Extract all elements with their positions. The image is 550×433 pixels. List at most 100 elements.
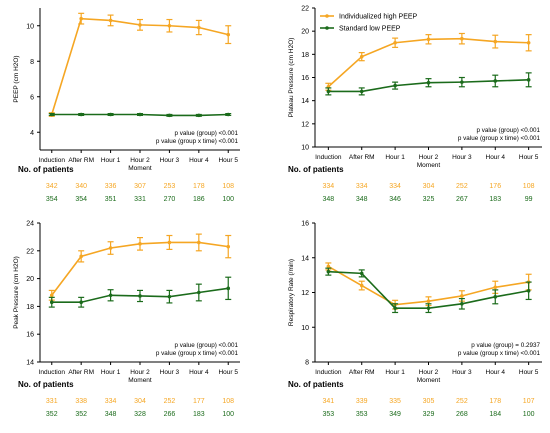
data-point: [108, 112, 113, 117]
y-tick-label: 10: [301, 325, 309, 332]
patients-count-high: 334: [105, 398, 117, 405]
x-tick-label: After RM: [349, 369, 375, 376]
x-tick-label-line: After RM: [349, 369, 375, 376]
patients-count-high: 252: [164, 398, 176, 405]
data-point: [197, 240, 201, 245]
x-tick-label-line: Hour 5: [519, 369, 539, 376]
p-value-annotation: p value (group x time) <0.001: [458, 350, 541, 357]
x-tick-label-line: Hour 5: [218, 369, 238, 376]
y-tick-label: 14: [301, 255, 309, 262]
x-tick-label-line: Moment: [128, 377, 152, 384]
patients-count-low: 270: [164, 196, 176, 203]
legend-label-high: Individualized high PEEP: [339, 14, 418, 21]
x-tick-label-line: Hour 1: [101, 369, 121, 376]
chart-panel-4: 8 10 12 14 16 Respiratory Rate (/min) Inductio…: [288, 221, 542, 418]
x-tick-label: Hour 5: [218, 157, 238, 164]
x-tick-label-line: Hour 1: [101, 157, 121, 164]
patients-count-low: 100: [222, 196, 234, 203]
y-tick-label: 22: [301, 6, 309, 13]
data-point: [226, 32, 231, 37]
x-tick-label: Hour 1: [101, 157, 121, 164]
data-point: [167, 240, 172, 245]
series-line-high: [50, 17, 229, 115]
data-point: [108, 246, 113, 250]
x-tick-label-line: After RM: [349, 154, 375, 161]
data-point: [138, 23, 142, 27]
y-tick-label: 22: [26, 248, 34, 255]
x-tick-label: Hour 2 Moment: [128, 157, 152, 172]
patients-count-low: 184: [489, 411, 501, 418]
data-point: [197, 290, 201, 295]
x-tick-label: After RM: [349, 154, 375, 161]
patients-count-high: 334: [356, 183, 368, 190]
patients-title: No. of patients: [18, 165, 74, 174]
x-tick-label-line: Hour 4: [189, 369, 209, 376]
x-tick-label: Hour 1: [385, 154, 405, 161]
x-tick-label: Induction: [39, 157, 66, 164]
patients-count-low: 352: [75, 411, 87, 418]
data-point: [426, 306, 431, 310]
data-point: [108, 293, 113, 298]
y-axis-label: Respiratory Rate (/min): [288, 259, 295, 326]
y-tick-label: 6: [30, 94, 34, 101]
p-value-annotation: p value (group) <0.001: [174, 342, 238, 349]
patients-count-low: 328: [134, 411, 146, 418]
patients-count-high: 176: [489, 183, 501, 190]
data-point: [79, 254, 83, 259]
patients-count-high: 108: [523, 183, 535, 190]
y-tick-label: 18: [26, 304, 34, 311]
data-point: [79, 112, 83, 117]
y-axis-label: Plateau Pressure (cm H2O): [288, 38, 295, 118]
data-point: [526, 40, 531, 45]
x-tick-label-line: Hour 3: [160, 369, 180, 376]
y-axis-label: Peak Pressure (cm H2O): [13, 256, 20, 329]
data-point: [226, 286, 231, 291]
patients-count-low: 354: [46, 196, 58, 203]
patients-count-high: 341: [323, 398, 335, 405]
data-point: [326, 264, 331, 269]
p-value-annotation: p value (group x time) <0.001: [156, 350, 239, 357]
chart-panel-1: 4 6 8 10 PEEP (cm H2O) Induction After RM Hour …: [13, 8, 240, 203]
p-value-annotation: p value (group) <0.001: [174, 130, 238, 137]
data-point: [138, 294, 142, 298]
data-point: [138, 242, 142, 246]
patients-count-low: 267: [456, 196, 468, 203]
y-tick-label: 16: [301, 75, 309, 82]
patients-count-high: 335: [389, 398, 401, 405]
x-tick-label: Hour 2 Moment: [128, 369, 152, 384]
patients-count-low: 353: [356, 411, 368, 418]
data-point: [426, 299, 431, 303]
x-tick-label-line: Moment: [417, 162, 441, 169]
patients-count-high: 178: [489, 398, 501, 405]
y-tick-label: 4: [30, 130, 34, 137]
patients-count-high: 252: [456, 183, 468, 190]
data-point: [226, 112, 231, 117]
x-tick-label-line: Induction: [315, 369, 342, 376]
patients-count-low: 348: [105, 411, 117, 418]
x-tick-label: Hour 5: [519, 369, 539, 376]
patients-count-low: 348: [323, 196, 335, 203]
x-tick-label: Hour 3: [452, 154, 472, 161]
data-point: [108, 18, 113, 23]
x-tick-label-line: Hour 2: [419, 369, 439, 376]
y-tick-label: 12: [301, 121, 309, 128]
y-tick-label: 20: [301, 29, 309, 36]
data-point: [426, 37, 431, 42]
patients-count-low: 331: [134, 196, 146, 203]
data-point: [49, 293, 54, 298]
data-point: [197, 113, 201, 118]
patients-count-high: 108: [222, 398, 234, 405]
patients-count-low: 100: [523, 411, 535, 418]
data-point: [326, 89, 331, 94]
x-tick-label: Induction: [315, 154, 342, 161]
data-point: [460, 294, 464, 298]
data-point: [393, 83, 397, 88]
patients-count-high: 334: [389, 183, 401, 190]
data-point: [393, 306, 397, 310]
patients-count-low: 351: [105, 196, 117, 203]
x-tick-label-line: Hour 3: [452, 369, 472, 376]
x-tick-label: Hour 2 Moment: [417, 154, 441, 169]
patients-title: No. of patients: [288, 380, 344, 389]
patients-count-high: 304: [134, 398, 146, 405]
data-point: [460, 80, 464, 84]
